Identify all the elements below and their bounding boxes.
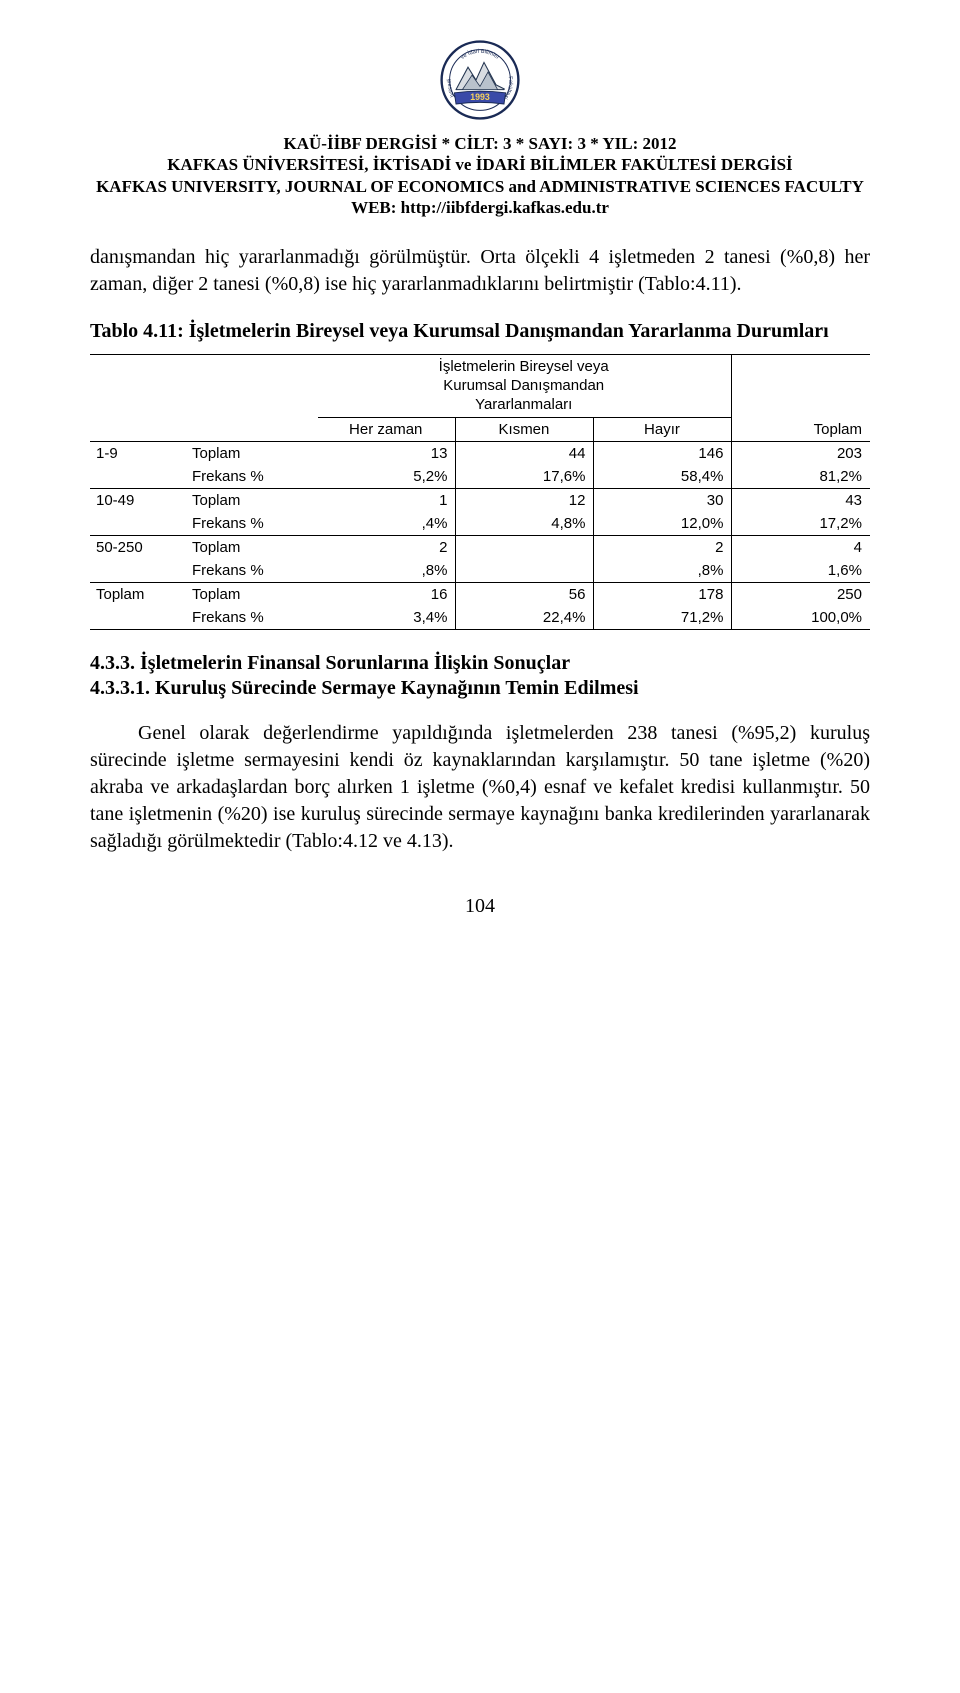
page-number: 104 bbox=[90, 895, 870, 918]
table-cell: ,4% bbox=[318, 512, 456, 536]
logo-year: 1993 bbox=[470, 92, 490, 102]
journal-header: KAÜ-İİBF DERGİSİ * CİLT: 3 * SAYI: 3 * Y… bbox=[90, 133, 870, 218]
table-cell: 43 bbox=[732, 489, 870, 513]
table-cell: 203 bbox=[732, 442, 870, 466]
table-cell: 30 bbox=[594, 489, 732, 513]
table-group-header: İşletmelerin Bireysel veya Kurumsal Danı… bbox=[318, 355, 732, 418]
table-range: Toplam bbox=[90, 583, 186, 630]
table-cell: ,8% bbox=[318, 559, 456, 583]
header-line-4: WEB: http://iibfdergi.kafkas.edu.tr bbox=[90, 197, 870, 218]
table-cell: 146 bbox=[594, 442, 732, 466]
subsection-title: 4.3.3.1. Kuruluş Sürecinde Sermaye Kayna… bbox=[90, 677, 870, 700]
table-cell: 16 bbox=[318, 583, 456, 607]
table-metric: Toplam bbox=[186, 536, 318, 560]
table-col-3: Hayır bbox=[594, 418, 732, 442]
table-metric: Toplam bbox=[186, 442, 318, 466]
table-cell: 81,2% bbox=[732, 465, 870, 489]
table-metric: Frekans % bbox=[186, 512, 318, 536]
table-cell: 71,2% bbox=[594, 606, 732, 630]
header-line-1: KAÜ-İİBF DERGİSİ * CİLT: 3 * SAYI: 3 * Y… bbox=[90, 133, 870, 154]
table-cell: 17,2% bbox=[732, 512, 870, 536]
table-cell: 1 bbox=[318, 489, 456, 513]
section-title: 4.3.3. İşletmelerin Finansal Sorunlarına… bbox=[90, 652, 870, 675]
table-cell: 58,4% bbox=[594, 465, 732, 489]
table-cell: 2 bbox=[318, 536, 456, 560]
table-cell: 2 bbox=[594, 536, 732, 560]
table-total-header: Toplam bbox=[732, 355, 870, 442]
header-line-2: KAFKAS ÜNİVERSİTESİ, İKTİSADİ ve İDARİ B… bbox=[90, 154, 870, 175]
table-cell: 4,8% bbox=[456, 512, 594, 536]
table-cell: 44 bbox=[456, 442, 594, 466]
table-col-2: Kısmen bbox=[456, 418, 594, 442]
table-cell: 17,6% bbox=[456, 465, 594, 489]
table-cell: 12,0% bbox=[594, 512, 732, 536]
table-metric: Toplam bbox=[186, 583, 318, 607]
paragraph-2: Genel olarak değerlendirme yapıldığında … bbox=[90, 720, 870, 855]
table-range: 10-49 bbox=[90, 489, 186, 536]
table-cell: 5,2% bbox=[318, 465, 456, 489]
table-cell: 100,0% bbox=[732, 606, 870, 630]
table-metric: Frekans % bbox=[186, 465, 318, 489]
data-table: İşletmelerin Bireysel veya Kurumsal Danı… bbox=[90, 354, 870, 630]
table-cell: 56 bbox=[456, 583, 594, 607]
table-title: Tablo 4.11: İşletmelerin Bireysel veya K… bbox=[90, 318, 870, 344]
university-seal-icon: ve İdari Bilimler İktisadi Fakültesi 199… bbox=[440, 40, 520, 120]
table-metric: Frekans % bbox=[186, 559, 318, 583]
table-cell: 1,6% bbox=[732, 559, 870, 583]
table-cell: 13 bbox=[318, 442, 456, 466]
table-cell: ,8% bbox=[594, 559, 732, 583]
logo: ve İdari Bilimler İktisadi Fakültesi 199… bbox=[90, 40, 870, 125]
table-cell: 22,4% bbox=[456, 606, 594, 630]
table-metric: Frekans % bbox=[186, 606, 318, 630]
table-cell bbox=[456, 536, 594, 560]
table-cell bbox=[456, 559, 594, 583]
table-range: 50-250 bbox=[90, 536, 186, 583]
table-metric: Toplam bbox=[186, 489, 318, 513]
table-cell: 12 bbox=[456, 489, 594, 513]
table-cell: 250 bbox=[732, 583, 870, 607]
table-col-1: Her zaman bbox=[318, 418, 456, 442]
paragraph-1: danışmandan hiç yararlanmadığı görülmüşt… bbox=[90, 244, 870, 298]
table-cell: 178 bbox=[594, 583, 732, 607]
table-cell: 4 bbox=[732, 536, 870, 560]
header-line-3: KAFKAS UNIVERSITY, JOURNAL OF ECONOMICS … bbox=[90, 176, 870, 197]
table-corner bbox=[90, 355, 318, 442]
table-cell: 3,4% bbox=[318, 606, 456, 630]
table-range: 1-9 bbox=[90, 442, 186, 489]
